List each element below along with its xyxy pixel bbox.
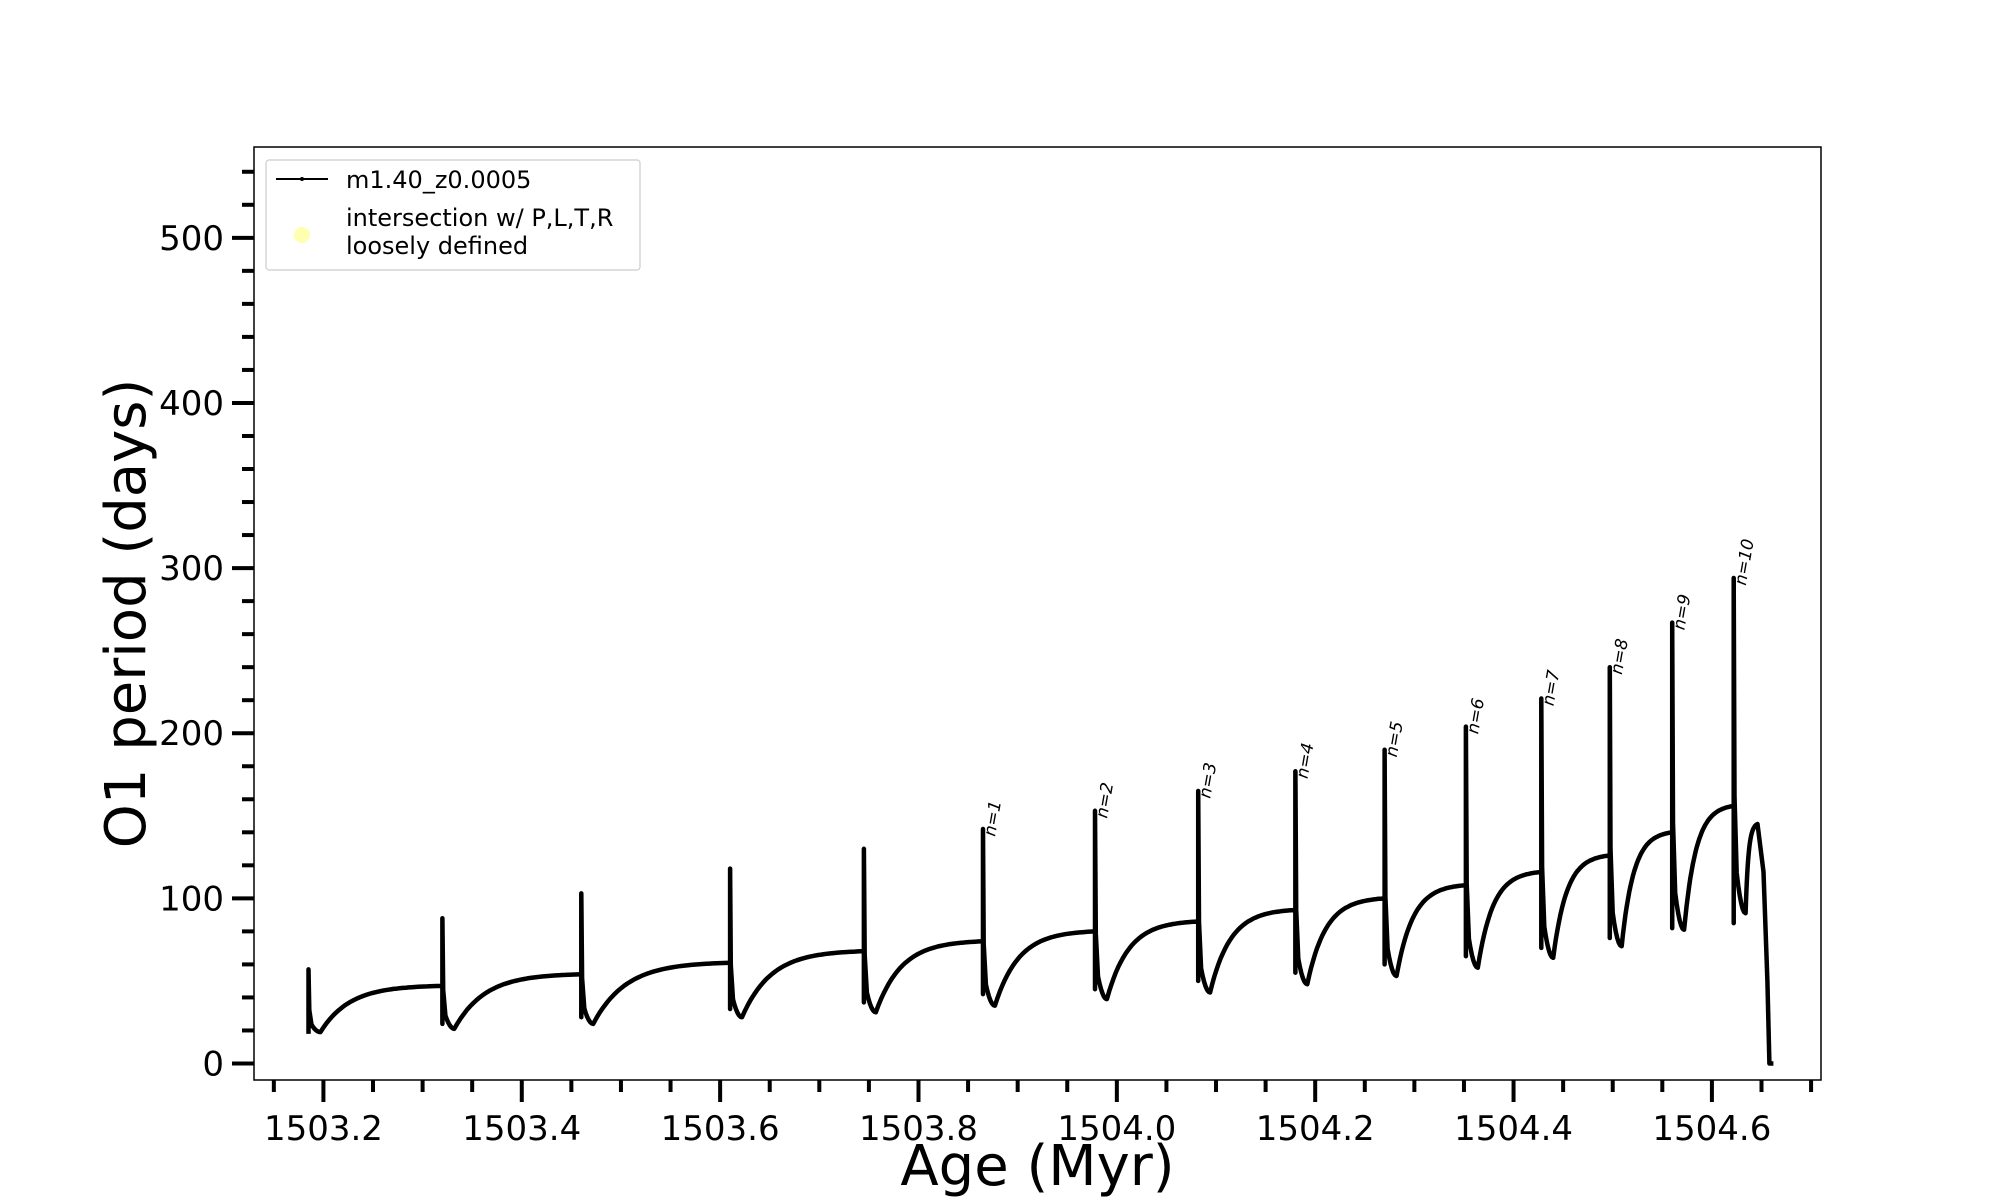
series-m1.40_z0.0005 [306,575,1774,1066]
legend-box [265,159,641,271]
x-tick-label: 1504.2 [1256,1109,1375,1149]
legend: m1.40_z0.0005 intersection w/ P,L,T,R lo… [265,159,641,271]
pulse-label: n=1 [980,799,1006,838]
legend-intersection-marker [294,227,310,243]
x-tick-label: 1503.8 [859,1109,978,1149]
x-tick-label: 1504.0 [1057,1109,1176,1149]
pulse-label: n=4 [1293,741,1319,780]
y-tick-label: 0 [202,1044,224,1084]
y-tick-label: 200 [159,714,224,754]
x-tick-label: 1504.6 [1652,1109,1771,1149]
pulse-label: n=9 [1669,593,1695,632]
pulse-label: n=2 [1092,781,1118,820]
y-tick-label: 100 [159,879,224,919]
pulse-label: n=10 [1731,537,1759,586]
legend-entry-intersection-line1: intersection w/ P,L,T,R [346,204,613,232]
pulse-label: n=6 [1463,697,1489,736]
x-tick-label: 1503.4 [462,1109,581,1149]
series-line [306,575,1774,1066]
y-axis: 0 100 200 300 400 500 [159,169,254,1084]
pulse-label: n=7 [1539,668,1565,707]
x-tick-label: 1503.2 [264,1109,383,1149]
pulse-label: n=3 [1195,761,1221,800]
y-tick-label: 400 [159,384,224,424]
pulse-label: n=5 [1382,720,1408,759]
pulse-label: n=8 [1607,637,1633,676]
y-tick-label: 300 [159,549,224,589]
pulse-annotations: n=1 n=2 n=3 n=4 n=5 n=6 n=7 n=8 n=9 n=10 [980,537,1759,837]
plot-frame [253,146,1822,1081]
legend-entry-series: m1.40_z0.0005 [346,166,531,194]
x-tick-label: 1503.6 [661,1109,780,1149]
y-axis-label: O1 period (days) [94,379,159,849]
legend-line-dot [300,177,304,181]
y-tick-label: 500 [159,219,224,259]
x-tick-label: 1504.4 [1454,1109,1573,1149]
x-axis-label: Age (Myr) [900,1134,1174,1199]
x-axis: 1503.2 1503.4 1503.6 1503.8 1504.0 1504.2 1504… [264,1080,1814,1149]
legend-entry-intersection-line2: loosely defined [346,232,528,260]
